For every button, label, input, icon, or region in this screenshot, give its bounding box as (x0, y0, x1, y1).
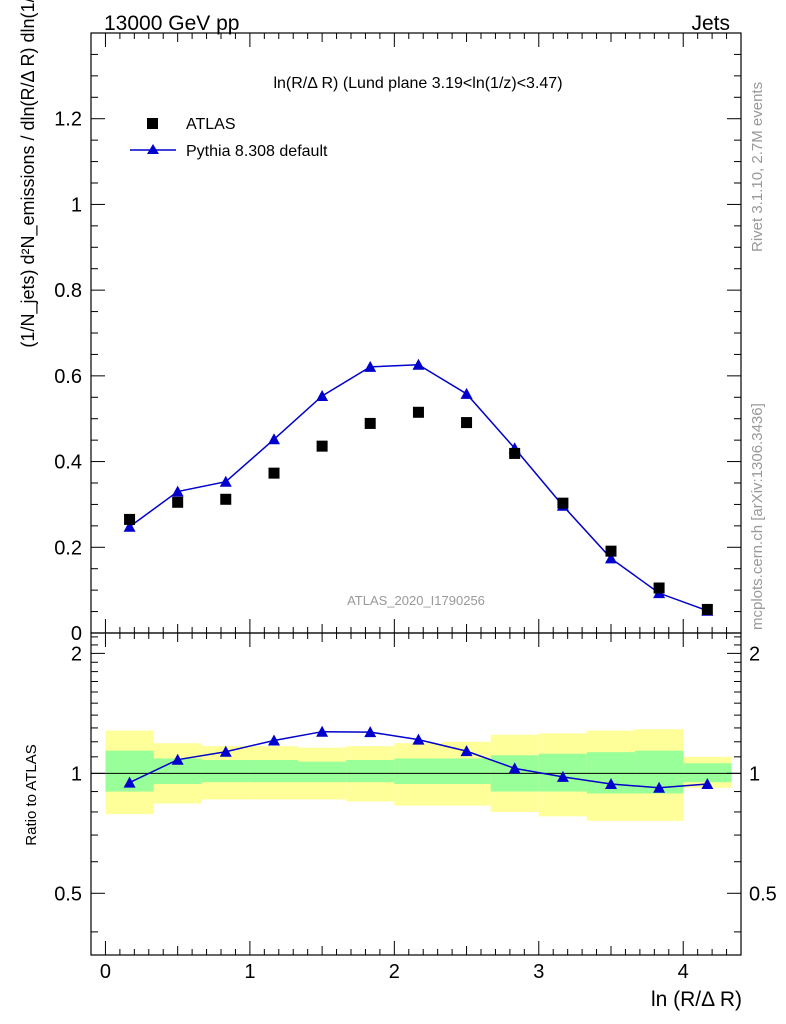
main-y-tick-label: 1.2 (54, 109, 82, 131)
atlas-data-point (509, 447, 521, 459)
atlas-data-point (124, 513, 136, 525)
pythia-series-line (129, 363, 708, 612)
ratio-pythia-point (171, 753, 184, 765)
atlas-data-point (557, 497, 569, 509)
ratio-band-inner (442, 758, 491, 785)
ratio-panel: Ratio to ATLAS ln (R/Δ R) 0 1 2 3 4 0.5 0.5 1 1 2… (23, 33, 777, 1011)
atlas-data-point (268, 467, 280, 479)
main-y-axis-label: (1/N_jets) d²N_emissions / dln(R/Δ R) dl… (18, 0, 39, 348)
ratio-band-inner (201, 760, 250, 783)
x-tick-label: 2 (389, 961, 400, 983)
pythia-point (268, 433, 281, 445)
legend-pythia-label: Pythia 8.308 default (186, 143, 328, 160)
ratio-y-tick-label-right: 1 (749, 763, 760, 785)
ratio-pythia-point (123, 776, 136, 788)
ratio-pythia-point (219, 745, 232, 757)
atlas-data-point (605, 545, 617, 557)
atlas-data-point (172, 496, 184, 508)
ratio-pythia-point (605, 778, 617, 790)
ratio-band-inner (249, 760, 298, 783)
source-label: mcplots.cern.ch [arXiv:1306.3436] (749, 403, 766, 630)
main-y-tick-label: 1 (71, 194, 82, 216)
pythia-point (605, 552, 617, 564)
pythia-point (364, 360, 377, 372)
legend-atlas-marker (147, 118, 158, 129)
x-axis-label: ln (R/Δ R) (651, 988, 742, 1011)
rivet-version-label: Rivet 3.1.10, 2.7M events (749, 82, 766, 252)
atlas-data-point (412, 406, 424, 418)
ratio-y-tick-label-right: 0.5 (749, 883, 777, 905)
ratio-y-tick-label: 2 (71, 643, 82, 665)
pythia-point (219, 475, 232, 487)
watermark-label: ATLAS_2020_I1790256 (347, 593, 485, 608)
main-y-tick-label: 0.2 (54, 537, 82, 559)
main-y-tick-label: 0 (71, 623, 82, 645)
pythia-point (460, 387, 473, 399)
ratio-pythia-point (268, 734, 281, 746)
pythia-point (171, 485, 184, 497)
atlas-data-point (461, 417, 473, 429)
ratio-band-inner (683, 763, 732, 783)
ratio-pythia-point (653, 781, 666, 793)
pythia-point (316, 390, 329, 401)
ratio-pythia-point (701, 778, 714, 790)
main-y-tick-label: 0.6 (54, 366, 82, 388)
main-y-tick-label: 0.4 (54, 452, 82, 474)
main-y-tick-label: 0.8 (54, 280, 82, 302)
header-energy-label: 13000 GeV pp (104, 12, 239, 35)
pythia-point (412, 358, 425, 370)
atlas-data-point (364, 417, 376, 429)
x-tick-label: 4 (678, 961, 689, 983)
ratio-pythia-point (460, 745, 473, 757)
x-tick-label: 1 (244, 961, 255, 983)
ratio-y-tick-label-right: 2 (749, 643, 760, 665)
atlas-data-point (316, 440, 328, 452)
ratio-plot-frame (90, 632, 742, 956)
ratio-pythia-point (412, 733, 425, 745)
main-plot-title: ln(R/Δ R) (Lund plane 3.19<ln(1/z)<3.47) (273, 75, 562, 92)
pythia-point (123, 520, 136, 532)
main-panel: ln(R/Δ R) (Lund plane 3.19<ln(1/z)<3.47)… (18, 0, 742, 955)
atlas-data-point (220, 493, 232, 505)
x-tick-label: 3 (533, 961, 544, 983)
atlas-data-point (701, 603, 713, 615)
atlas-data-point (653, 582, 665, 594)
ratio-band-inner (346, 760, 395, 783)
ratio-pythia-point (364, 726, 377, 738)
ratio-y-tick-label: 0.5 (54, 883, 82, 905)
legend-atlas-label: ATLAS (186, 116, 236, 133)
ratio-y-tick-label: 1 (71, 763, 82, 785)
ratio-pythia-point (556, 770, 569, 782)
ratio-band-inner (297, 761, 347, 783)
legend: ATLAS Pythia 8.308 default (130, 116, 328, 160)
ratio-band-inner (394, 758, 443, 785)
ratio-pythia-point (316, 725, 329, 737)
legend-pythia-marker (147, 144, 159, 154)
x-tick-label: 0 (100, 961, 111, 983)
ratio-pythia-point (508, 762, 521, 774)
header-jets-label: Jets (691, 12, 730, 35)
ratio-y-axis-label: Ratio to ATLAS (23, 744, 40, 845)
